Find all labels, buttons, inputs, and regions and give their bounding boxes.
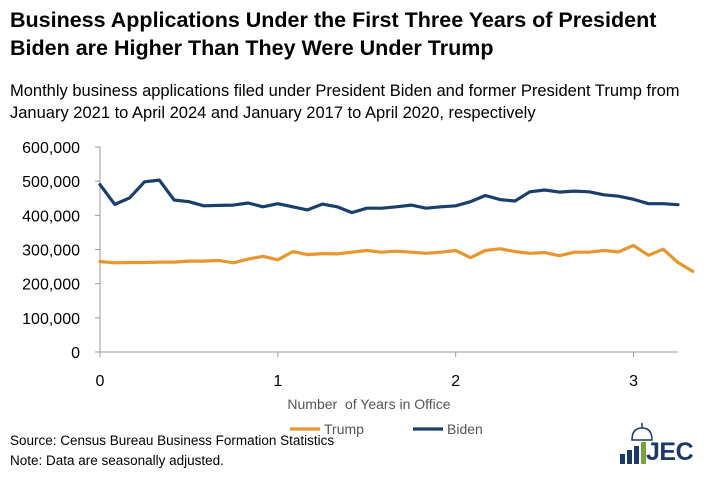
y-tick-label: 600,000 xyxy=(22,140,80,157)
y-tick-label: 100,000 xyxy=(22,311,80,328)
x-tick-label: 3 xyxy=(629,373,638,390)
x-tick-label: 1 xyxy=(273,373,282,390)
series-line-trump xyxy=(98,243,695,273)
logo-text: JEC xyxy=(646,438,694,466)
series-line-biden xyxy=(98,178,680,215)
x-tick-label: 2 xyxy=(451,373,460,390)
x-axis-label: Number of Years in Office xyxy=(287,396,450,412)
chart-subtitle: Monthly business applications filed unde… xyxy=(10,82,680,122)
legend-label-biden: Biden xyxy=(447,421,483,437)
chart-axes: 0 100,000 200,000 300,000 400,000 500,000 600,… xyxy=(22,140,678,412)
chart-title: Business Applications Under the First Th… xyxy=(10,8,657,60)
y-tick-label: 500,000 xyxy=(22,174,80,191)
source-note: Source: Census Bureau Business Formation… xyxy=(10,433,335,448)
x-tick-label: 0 xyxy=(96,373,105,390)
series-layer xyxy=(98,178,695,273)
capitol-icon xyxy=(620,423,653,464)
chart-legend: Trump Biden xyxy=(290,421,483,437)
y-tick-label: 300,000 xyxy=(22,243,80,260)
y-tick-label: 0 xyxy=(71,345,80,362)
y-tick-label: 200,000 xyxy=(22,277,80,294)
data-note: Note: Data are seasonally adjusted. xyxy=(10,453,224,468)
jec-logo: JEC xyxy=(612,420,702,470)
legend-label-trump: Trump xyxy=(324,421,364,437)
y-tick-label: 400,000 xyxy=(22,208,80,225)
